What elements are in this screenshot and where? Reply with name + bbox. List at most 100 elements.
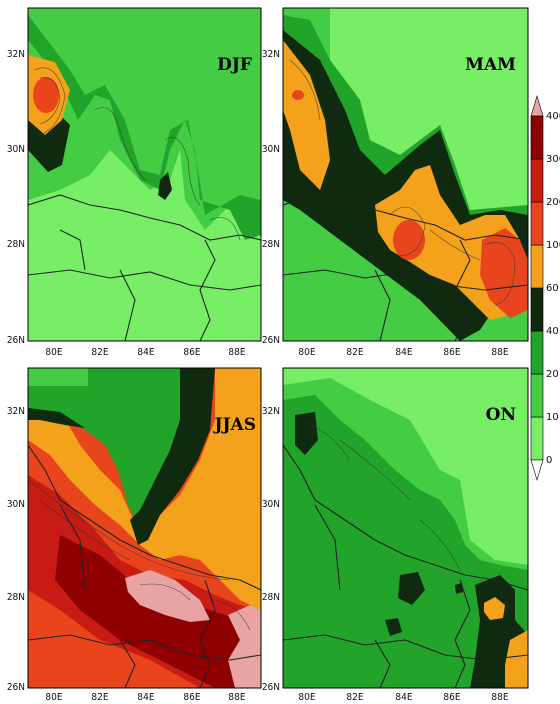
x-tick-label: 82E xyxy=(91,347,108,358)
panel-season-label: DJF xyxy=(217,55,252,75)
x-tick-label: 84E xyxy=(395,347,412,358)
region-fill-40-60-east xyxy=(158,172,172,200)
x-tick-label: 82E xyxy=(91,692,108,703)
colorbar-segment xyxy=(530,330,544,375)
y-tick-label: 28N xyxy=(7,592,25,603)
colorbar-segment xyxy=(530,416,544,461)
colorbar-tick-label: 200 xyxy=(546,197,560,208)
x-tick-label: 80E xyxy=(298,692,315,703)
x-tick-label: 88E xyxy=(228,692,245,703)
x-axis-ticks: 80E 82E 84E 86E 88E xyxy=(298,347,508,358)
colorbar-segment xyxy=(530,373,544,418)
x-tick-label: 86E xyxy=(443,692,460,703)
x-tick-label: 82E xyxy=(346,692,363,703)
y-tick-label: 30N xyxy=(7,144,25,155)
panel-frame xyxy=(27,7,262,342)
map-panel-djf: DJF 32N 30N 28N 26N 80E 82E 84E 86E 88E xyxy=(7,7,262,358)
region-fill-20-40 xyxy=(28,368,180,530)
colorbar-legend: 0 10 20 40 60 100 200 300 400 xyxy=(530,94,560,482)
panel-season-label: MAM xyxy=(465,55,516,75)
colorbar-segment xyxy=(530,94,544,117)
region-fill-40-60-c1 xyxy=(398,572,425,605)
x-tick-label: 84E xyxy=(137,347,154,358)
x-tick-label: 84E xyxy=(137,692,154,703)
region-fill-40-60 xyxy=(130,368,215,545)
region-fill-20-40 xyxy=(283,395,528,688)
x-tick-label: 88E xyxy=(491,347,508,358)
colorbar-segment xyxy=(530,244,544,289)
region-fill-0-10 xyxy=(330,8,528,215)
panel-season-label: JJAS xyxy=(212,415,256,435)
region-fill-10-20 xyxy=(28,368,88,386)
region-fill-40-60-c2 xyxy=(385,618,402,636)
region-fill-40-60-c3 xyxy=(455,583,463,594)
y-tick-label: 28N xyxy=(262,239,280,250)
region-fill-60-100 xyxy=(484,597,505,620)
political-borders xyxy=(28,444,261,688)
colorbar-tick-label: 300 xyxy=(546,154,560,165)
map-panel-on: ON 32N 30N 28N 26N 80E 82E 84E 86E 88E xyxy=(262,367,529,703)
region-fill-60-100 xyxy=(283,40,330,190)
y-tick-label: 30N xyxy=(7,499,25,510)
y-tick-label: 32N xyxy=(7,49,25,60)
y-tick-label: 30N xyxy=(262,499,280,510)
y-axis-ticks: 32N 30N 28N 26N xyxy=(7,406,25,693)
contour-lines xyxy=(289,59,516,306)
colorbar-tick-label: 400 xyxy=(546,111,560,122)
x-tick-label: 88E xyxy=(491,692,508,703)
x-axis-ticks: 80E 82E 84E 86E 88E xyxy=(298,692,508,703)
region-fill-40-60-west xyxy=(28,408,85,428)
panel-frame xyxy=(27,367,262,689)
region-fill-400-plus xyxy=(125,570,210,622)
x-tick-label: 86E xyxy=(183,347,200,358)
political-borders xyxy=(28,194,261,341)
x-tick-label: 86E xyxy=(443,347,460,358)
y-tick-label: 28N xyxy=(262,592,280,603)
panel-season-label: ON xyxy=(486,405,516,425)
y-tick-label: 26N xyxy=(262,682,280,693)
colorbar-tick-label: 20 xyxy=(546,369,559,380)
panel-frame xyxy=(282,367,529,689)
x-tick-label: 88E xyxy=(228,347,245,358)
region-fill-40-60 xyxy=(295,412,318,455)
region-fill-60-100-se xyxy=(505,630,528,688)
colorbar-tick-label: 0 xyxy=(546,455,552,466)
colorbar-segment xyxy=(530,201,544,246)
y-tick-label: 28N xyxy=(7,239,25,250)
y-tick-label: 26N xyxy=(262,335,280,346)
region-fill-100-200-west xyxy=(292,90,304,100)
y-axis-ticks: 32N 30N 28N 26N xyxy=(262,49,280,346)
y-tick-label: 30N xyxy=(262,144,280,155)
contour-lines xyxy=(34,67,241,241)
colorbar-tick-label: 60 xyxy=(546,283,559,294)
region-fill-400-plus-east xyxy=(228,605,261,688)
colorbar-tick-label: 100 xyxy=(546,240,560,251)
colorbar-segment xyxy=(530,115,544,160)
y-tick-label: 26N xyxy=(7,335,25,346)
colorbar-tick-label: 40 xyxy=(546,326,559,337)
colorbar-segment xyxy=(530,158,544,203)
y-tick-label: 32N xyxy=(7,406,25,417)
contour-lines xyxy=(299,419,511,611)
x-axis-ticks: 80E 82E 84E 86E 88E xyxy=(45,347,245,358)
region-fill-10-20 xyxy=(28,8,261,230)
map-panel-mam: MAM 32N 30N 28N 26N 80E 82E 84E 86E 88E xyxy=(262,7,529,358)
y-axis-ticks: 32N 30N 28N 26N xyxy=(7,49,25,346)
region-fill-100-200 xyxy=(33,77,59,113)
colorbar-tick-label: 10 xyxy=(546,412,559,423)
y-tick-label: 32N xyxy=(262,49,280,60)
region-fill-100-200-east xyxy=(480,228,528,318)
x-tick-label: 86E xyxy=(183,692,200,703)
x-axis-ticks: 80E 82E 84E 86E 88E xyxy=(45,692,245,703)
x-tick-label: 80E xyxy=(45,347,62,358)
y-tick-label: 32N xyxy=(262,406,280,417)
panel-frame xyxy=(282,7,529,342)
x-tick-label: 80E xyxy=(45,692,62,703)
x-tick-label: 80E xyxy=(298,347,315,358)
region-fill-20-40 xyxy=(28,15,261,240)
y-tick-label: 26N xyxy=(7,682,25,693)
x-tick-label: 84E xyxy=(395,692,412,703)
region-fill-100-200 xyxy=(393,220,425,260)
political-borders xyxy=(283,444,528,688)
